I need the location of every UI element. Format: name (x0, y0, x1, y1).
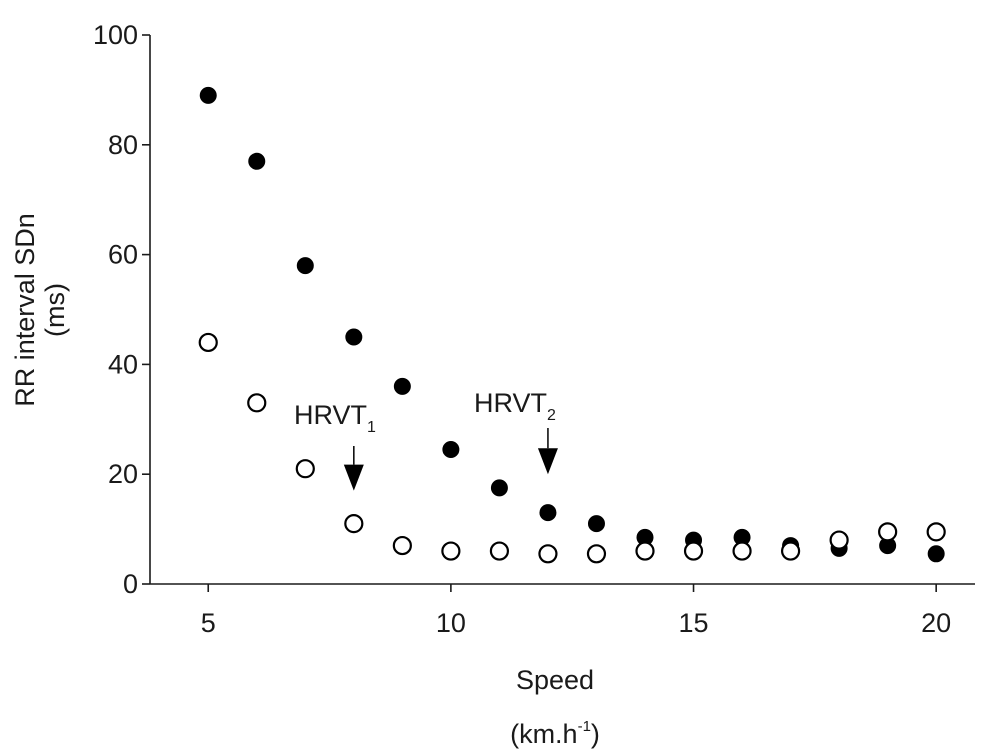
y-ticks: 0 20 40 60 80 100 (93, 20, 150, 599)
annotation-hrvt1-label: HRVT1 (294, 400, 376, 436)
annotation-hrvt1-sub: 1 (367, 419, 376, 436)
x-axis-unit-close: ) (591, 719, 600, 749)
filled-data-point (296, 257, 314, 275)
axes (149, 35, 975, 585)
filled-data-point (490, 479, 508, 497)
x-axis-unit: (km.h-1) (510, 718, 600, 749)
y-tick-label: 20 (108, 459, 138, 489)
open-data-point (198, 332, 218, 353)
filled-data-point (587, 515, 605, 533)
y-tick-label: 60 (108, 240, 138, 270)
filled-data-point (927, 545, 945, 563)
open-data-point (683, 541, 704, 561)
open-data-point (732, 541, 752, 561)
annotations: HRVT1 HRVT2 (294, 388, 558, 491)
x-tick-label: 5 (201, 608, 216, 638)
y-tick-label: 0 (123, 569, 138, 599)
filled-data-point (393, 377, 411, 395)
open-data-point (780, 541, 801, 561)
open-data-point (295, 459, 315, 479)
filled-data-point (539, 504, 557, 522)
x-axis-unit-sup: -1 (578, 718, 591, 735)
hrvt1-arrow-head (343, 464, 364, 491)
x-axis-title: Speed (516, 665, 594, 695)
y-axis-unit: (ms) (40, 283, 70, 337)
y-axis-title: RR interval SDn (10, 213, 40, 407)
y-tick-label: 100 (93, 20, 138, 50)
open-data-point (247, 393, 267, 413)
x-tick-label: 10 (436, 608, 466, 638)
annotation-hrvt1-main: HRVT (294, 400, 367, 430)
open-data-point (538, 544, 558, 564)
open-data-point (635, 541, 655, 561)
filled-data-point (248, 152, 266, 170)
x-ticks: 5 10 15 20 (201, 584, 951, 638)
open-data-point (489, 541, 510, 561)
open-data-point (926, 522, 946, 542)
open-data-point (829, 530, 849, 550)
open-data-point (344, 514, 364, 534)
annotation-hrvt1: HRVT1 (294, 400, 376, 491)
open-data-point (392, 535, 412, 556)
x-tick-label: 20 (921, 608, 951, 638)
filled-data-point (345, 328, 363, 346)
y-tick-label: 80 (108, 130, 138, 160)
annotation-hrvt2-sub: 2 (547, 407, 556, 424)
annotation-hrvt2-main: HRVT (474, 388, 547, 418)
filled-data-point (199, 86, 217, 104)
filled-data-point (442, 440, 460, 458)
y-tick-label: 40 (108, 349, 138, 379)
annotation-hrvt2-label: HRVT2 (474, 388, 556, 424)
data-points (198, 86, 946, 564)
hrvt2-arrow-head (537, 448, 558, 475)
open-data-point (878, 522, 898, 542)
open-data-point (586, 544, 607, 564)
annotation-hrvt2: HRVT2 (474, 388, 558, 475)
open-data-point (441, 541, 461, 561)
x-axis-unit-main: (km.h (510, 719, 578, 749)
x-tick-label: 15 (679, 608, 709, 638)
